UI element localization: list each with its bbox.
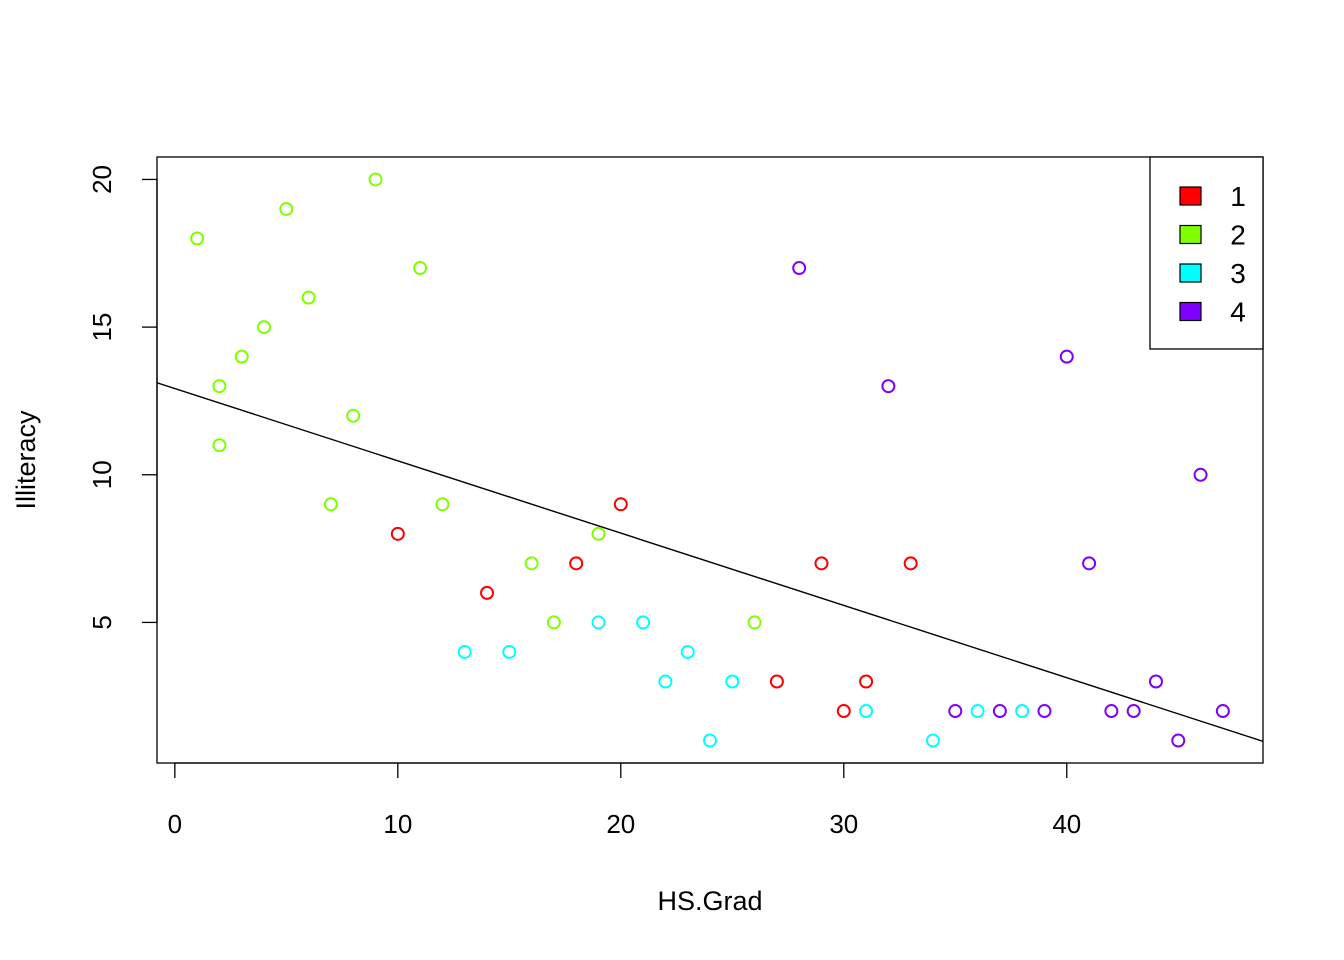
data-point-series-1 — [613, 497, 628, 512]
x-tick-label: 10 — [383, 809, 412, 839]
data-point-series-3 — [591, 615, 606, 630]
data-point-series-1 — [814, 556, 829, 571]
data-point-series-2 — [435, 497, 450, 512]
data-point-series-2 — [368, 172, 383, 187]
data-point-series-4 — [881, 379, 896, 394]
x-tick-label: 20 — [606, 809, 635, 839]
data-point-series-4 — [1059, 349, 1074, 364]
data-point-series-3 — [970, 704, 985, 719]
legend-label: 3 — [1230, 258, 1246, 289]
data-point-series-3 — [680, 644, 695, 659]
data-point-series-2 — [212, 379, 227, 394]
data-point-series-2 — [591, 526, 606, 541]
data-point-series-1 — [769, 674, 784, 689]
data-point-series-3 — [636, 615, 651, 630]
data-point-series-3 — [859, 704, 874, 719]
data-point-series-2 — [257, 320, 272, 335]
x-tick-label: 30 — [829, 809, 858, 839]
data-point-series-2 — [546, 615, 561, 630]
data-point-series-4 — [948, 704, 963, 719]
regression-line — [157, 382, 1263, 742]
data-point-series-2 — [190, 231, 205, 246]
data-point-series-4 — [1193, 467, 1208, 482]
data-point-series-3 — [658, 674, 673, 689]
y-tick-label: 10 — [87, 460, 117, 489]
legend-label: 4 — [1230, 297, 1246, 328]
data-point-series-4 — [1104, 704, 1119, 719]
data-point-series-1 — [836, 704, 851, 719]
legend-label: 2 — [1230, 220, 1246, 251]
data-point-series-3 — [1015, 704, 1030, 719]
data-point-series-1 — [903, 556, 918, 571]
y-axis-label: Illiteracy — [11, 410, 41, 510]
x-tick-label: 40 — [1052, 809, 1081, 839]
data-point-series-2 — [323, 497, 338, 512]
legend-label: 1 — [1230, 181, 1246, 212]
data-point-series-1 — [859, 674, 874, 689]
legend-swatch — [1179, 186, 1202, 206]
y-tick-label: 15 — [87, 313, 117, 342]
data-point-series-2 — [234, 349, 249, 364]
data-point-series-3 — [925, 733, 940, 748]
legend-box — [1149, 156, 1264, 350]
data-point-series-3 — [703, 733, 717, 748]
legend: 1 2 3 4 — [1149, 156, 1264, 350]
data-point-series-2 — [413, 261, 428, 276]
y-tick-label: 20 — [87, 165, 117, 194]
data-point-series-4 — [1148, 674, 1163, 689]
data-point-series-2 — [301, 290, 316, 305]
x-axis: 0 10 20 30 40 — [168, 762, 1081, 839]
data-point-series-4 — [1037, 704, 1052, 719]
data-point-series-4 — [1171, 733, 1186, 748]
data-point-series-2 — [747, 615, 762, 630]
y-axis: 5 10 15 20 — [87, 165, 158, 630]
plot-frame — [156, 156, 1264, 764]
y-tick-label: 5 — [87, 615, 117, 629]
data-point-series-1 — [569, 556, 584, 571]
x-tick-label: 0 — [168, 809, 182, 839]
x-axis-label: HS.Grad — [657, 886, 762, 916]
data-point-series-2 — [212, 438, 227, 453]
data-points — [190, 172, 1230, 748]
data-point-series-3 — [502, 644, 517, 659]
legend-swatch — [1179, 263, 1202, 283]
data-point-series-4 — [792, 261, 807, 276]
data-point-series-1 — [480, 585, 495, 600]
data-point-series-2 — [279, 201, 294, 216]
data-point-series-4 — [1082, 556, 1097, 571]
data-point-series-2 — [346, 408, 361, 423]
data-point-series-1 — [390, 526, 405, 541]
data-point-series-3 — [725, 674, 740, 689]
legend-swatch — [1179, 224, 1202, 245]
data-point-series-4 — [992, 704, 1007, 719]
data-point-series-2 — [524, 556, 539, 571]
data-point-series-4 — [1215, 704, 1230, 719]
data-point-series-4 — [1126, 704, 1141, 719]
data-point-series-3 — [457, 644, 472, 659]
legend-swatch — [1179, 301, 1202, 322]
